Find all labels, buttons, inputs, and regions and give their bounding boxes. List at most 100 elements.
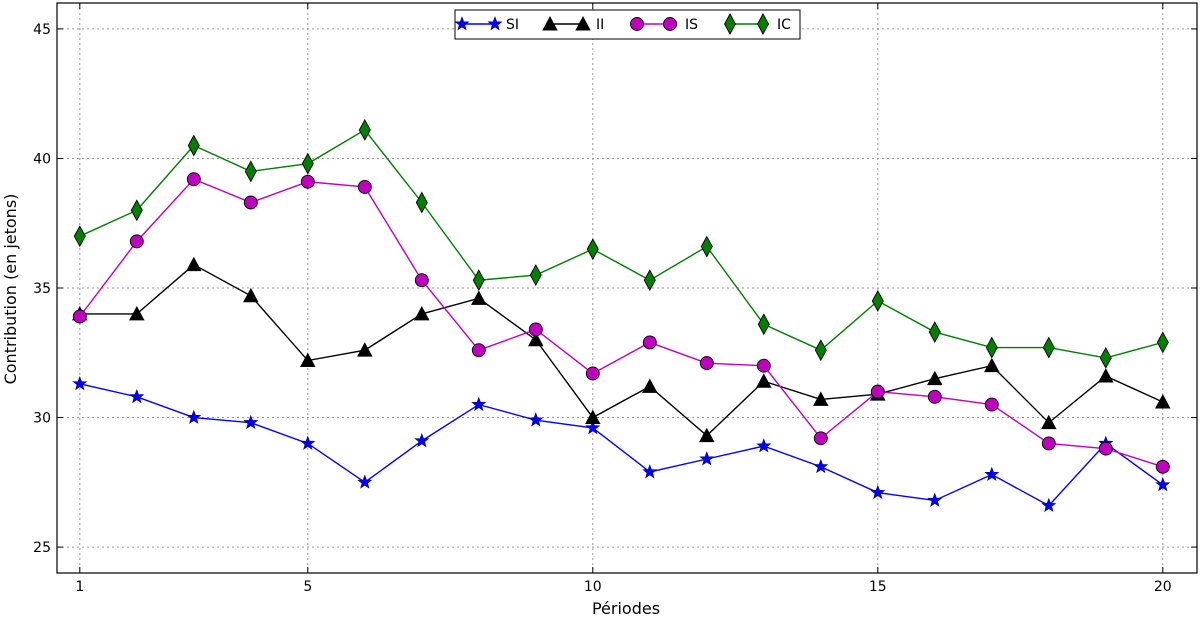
y-tick-label: 30 bbox=[33, 411, 51, 427]
data-point-ic bbox=[928, 321, 941, 343]
data-point-is bbox=[1041, 436, 1056, 451]
data-point-ii bbox=[243, 287, 259, 303]
data-point-is bbox=[471, 343, 486, 358]
legend-marker bbox=[542, 16, 558, 31]
data-point-si bbox=[129, 388, 145, 404]
legend-label: SI bbox=[506, 17, 519, 33]
x-tick-label: 5 bbox=[303, 579, 312, 595]
data-point-is bbox=[813, 431, 828, 446]
data-point-ic bbox=[529, 264, 542, 286]
data-point-is bbox=[1098, 441, 1113, 456]
y-tick-label: 40 bbox=[33, 151, 51, 167]
data-point-ic bbox=[985, 336, 998, 359]
legend-entry-si: SI bbox=[454, 16, 519, 33]
data-point-si bbox=[471, 396, 487, 411]
series-group bbox=[72, 119, 1171, 512]
data-point-ic bbox=[700, 235, 713, 258]
series-line-is bbox=[79, 178, 1164, 468]
series-si bbox=[72, 376, 1171, 512]
data-point-ii bbox=[585, 409, 601, 424]
data-point-si bbox=[528, 412, 544, 427]
data-point-ii bbox=[927, 370, 943, 386]
data-point-is bbox=[300, 174, 315, 189]
data-point-ic bbox=[643, 269, 656, 292]
data-point-is bbox=[870, 384, 885, 399]
data-point-is bbox=[243, 195, 258, 210]
series-line-si bbox=[79, 383, 1164, 507]
data-point-ii bbox=[642, 378, 658, 393]
legend-marker bbox=[454, 16, 470, 31]
series-line-ii bbox=[79, 263, 1164, 437]
data-point-si bbox=[984, 466, 1000, 481]
data-point-ic bbox=[757, 313, 770, 336]
legend-marker bbox=[575, 16, 591, 31]
data-point-ic bbox=[187, 134, 200, 157]
legend-marker bbox=[630, 17, 644, 31]
data-point-ii bbox=[528, 331, 544, 347]
data-point-is bbox=[1155, 459, 1170, 474]
data-point-ii bbox=[756, 373, 772, 388]
data-point-is bbox=[585, 366, 600, 381]
legend-marker bbox=[756, 13, 770, 35]
legend-entry-ii: II bbox=[542, 16, 604, 33]
data-point-si bbox=[699, 451, 715, 466]
data-point-si bbox=[357, 474, 373, 489]
data-point-is bbox=[756, 358, 771, 373]
data-point-si bbox=[72, 376, 88, 391]
data-point-is bbox=[357, 180, 372, 194]
legend-entry-is: IS bbox=[630, 17, 698, 33]
y-axis-label: Contribution (en jetons) bbox=[1, 194, 20, 385]
data-point-ic bbox=[73, 225, 86, 248]
data-point-ic bbox=[358, 119, 371, 141]
legend-marker bbox=[723, 13, 737, 35]
legend-entry-ic: IC bbox=[723, 13, 791, 35]
data-point-ii bbox=[186, 256, 202, 272]
data-point-ii bbox=[357, 342, 373, 357]
data-point-ic bbox=[472, 269, 485, 292]
data-point-si bbox=[585, 420, 601, 435]
data-point-is bbox=[414, 273, 429, 288]
legend: SI II IS IC bbox=[454, 9, 801, 40]
data-point-is bbox=[528, 322, 543, 337]
data-point-ic bbox=[415, 191, 428, 214]
data-point-is bbox=[927, 389, 942, 404]
data-point-ic bbox=[814, 339, 827, 362]
x-tick-label: 15 bbox=[869, 579, 887, 595]
data-point-ii bbox=[1041, 414, 1057, 430]
data-point-si bbox=[243, 414, 259, 430]
data-point-is bbox=[984, 397, 999, 412]
legend-label: IC bbox=[777, 17, 791, 33]
data-point-is bbox=[186, 172, 201, 187]
data-point-ic bbox=[301, 152, 314, 175]
data-point-is bbox=[642, 335, 657, 350]
legend-marker bbox=[663, 17, 677, 31]
data-point-ii bbox=[414, 305, 430, 321]
data-point-ic bbox=[1156, 331, 1169, 354]
data-point-si bbox=[756, 438, 772, 453]
data-point-is bbox=[129, 234, 144, 249]
data-point-ii bbox=[300, 352, 316, 367]
data-point-si bbox=[300, 435, 316, 450]
data-point-ii bbox=[1155, 394, 1171, 409]
data-point-si bbox=[642, 464, 658, 479]
data-point-ii bbox=[813, 391, 829, 406]
data-point-is bbox=[72, 309, 87, 324]
data-point-ii bbox=[471, 290, 487, 305]
series-line-ic bbox=[79, 129, 1163, 359]
data-point-is bbox=[699, 356, 714, 371]
data-point-si bbox=[1041, 497, 1057, 512]
data-point-ic bbox=[586, 238, 599, 261]
data-point-ic bbox=[130, 199, 143, 222]
y-tick-label: 25 bbox=[33, 540, 51, 556]
data-point-ic bbox=[871, 290, 884, 312]
data-point-ii bbox=[129, 305, 145, 321]
y-tick-label: 45 bbox=[33, 22, 51, 38]
data-point-ic bbox=[1099, 347, 1112, 369]
data-point-si bbox=[813, 458, 829, 474]
x-tick-label: 20 bbox=[1154, 579, 1172, 595]
data-point-ii bbox=[984, 357, 1000, 373]
legend-label: IS bbox=[685, 17, 698, 33]
data-point-ic bbox=[1042, 336, 1055, 359]
